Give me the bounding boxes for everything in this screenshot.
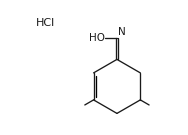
Text: HCl: HCl	[36, 18, 55, 28]
Text: N: N	[118, 27, 126, 37]
Text: HO: HO	[89, 33, 105, 43]
